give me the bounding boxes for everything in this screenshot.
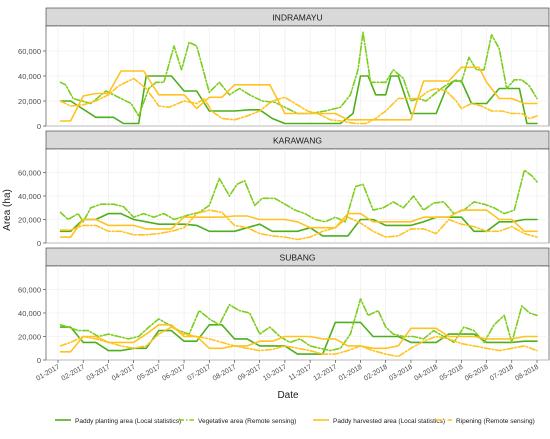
- panel-title: SUBANG: [280, 253, 316, 263]
- panel-karawang: KARAWANG 0 20,000 40,000 60,000: [18, 130, 550, 248]
- y-tick-label: 0: [37, 239, 41, 248]
- series-line-4: [59, 209, 538, 241]
- y-tick-label: 40,000: [18, 72, 41, 81]
- series-line-2: [59, 298, 538, 352]
- legend-label-2: Vegetative area (Remote sensing): [198, 418, 296, 425]
- series-line-2: [59, 31, 538, 117]
- panel-title: INDRAMAYU: [272, 13, 322, 23]
- series-line-1: [59, 75, 538, 125]
- y-tick-label: 0: [37, 356, 41, 365]
- legend-label-3: Paddy harvested area (Local statistics): [333, 418, 445, 425]
- y-tick-label: 20,000: [18, 97, 41, 106]
- y-tick-label: 60,000: [18, 47, 41, 56]
- panel-subang: SUBANG 0 20,000 40,000 60,000: [18, 247, 550, 365]
- legend-label-4: Ripening (Remote sensing): [456, 418, 535, 425]
- panel-indramayu: INDRAMAYU 0 20,000 40,000 60,000: [18, 7, 550, 131]
- y-tick-label: 20,000: [18, 333, 41, 342]
- series-line-3: [59, 66, 538, 122]
- series-line-1: [59, 212, 538, 237]
- y-tick-label: 20,000: [18, 216, 41, 225]
- y-tick-label: 0: [37, 122, 41, 131]
- series-line-3: [59, 209, 538, 238]
- x-axis-label: Date: [277, 390, 299, 401]
- y-tick-label: 60,000: [18, 169, 41, 178]
- y-axis-label: Area (ha): [2, 189, 13, 231]
- panel-title: KARAWANG: [273, 136, 322, 146]
- series-line-4: [59, 77, 538, 125]
- y-tick-label: 60,000: [18, 286, 41, 295]
- series-line-3: [59, 323, 538, 353]
- y-tick-label: 40,000: [18, 309, 41, 318]
- series-line-4: [59, 326, 538, 358]
- legend: Paddy planting area (Local statistics) Ve…: [55, 418, 535, 425]
- legend-label-1: Paddy planting area (Local statistics): [75, 418, 181, 425]
- y-tick-label: 40,000: [18, 192, 41, 201]
